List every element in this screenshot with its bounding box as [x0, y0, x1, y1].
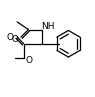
Text: O: O — [12, 35, 19, 44]
Text: NH: NH — [41, 22, 54, 31]
Text: O: O — [7, 33, 14, 42]
Text: O: O — [25, 56, 32, 65]
